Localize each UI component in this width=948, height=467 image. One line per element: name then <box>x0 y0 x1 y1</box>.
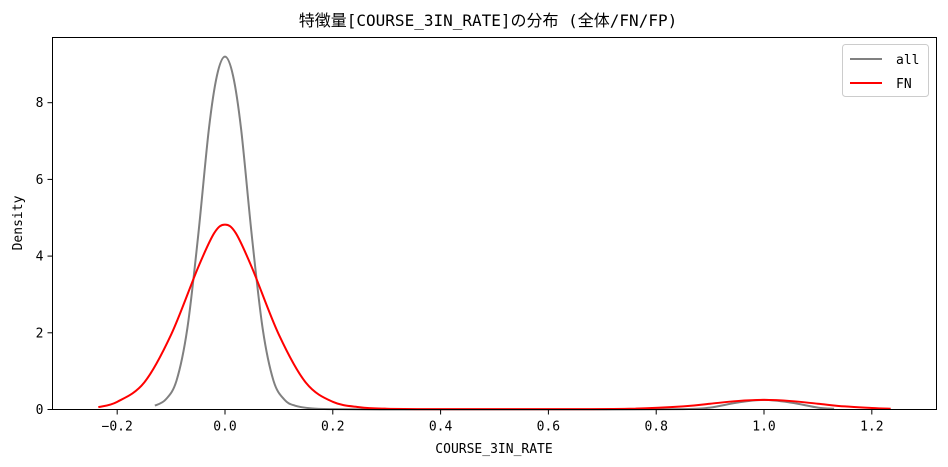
x-tick-label: 1.2 <box>860 420 883 435</box>
x-tick-label: 0.4 <box>429 420 453 435</box>
y-axis: 0 2 4 6 8 <box>36 96 53 418</box>
y-tick-label: 0 <box>36 403 44 418</box>
x-axis-label: COURSE_3IN_RATE <box>435 442 552 457</box>
legend-label-all: all <box>896 53 919 68</box>
x-tick-label: 0.2 <box>321 420 344 435</box>
y-tick-label: 6 <box>36 173 44 188</box>
series-line-all <box>154 55 835 411</box>
y-tick-label: 2 <box>36 326 44 341</box>
x-tick-label: 1.0 <box>752 420 775 435</box>
chart-title: 特徴量[COURSE_3IN_RATE]の分布 (全体/FN/FP) <box>299 11 677 30</box>
x-axis: −0.2 0.0 0.2 0.4 0.6 0.8 1.0 1.2 <box>102 409 884 435</box>
legend: all FN <box>842 44 929 97</box>
series-line-fn <box>98 223 891 411</box>
x-tick-label: 0.8 <box>644 420 667 435</box>
x-tick-label: 0.6 <box>537 420 560 435</box>
axes-frame <box>52 37 937 410</box>
x-tick-label: −0.2 <box>102 420 133 435</box>
y-tick-label: 4 <box>36 250 44 265</box>
y-tick-label: 8 <box>36 96 44 111</box>
plot-area <box>98 55 891 411</box>
x-tick-label: 0.0 <box>213 420 236 435</box>
legend-label-fn: FN <box>896 77 912 92</box>
y-axis-label: Density <box>11 195 26 250</box>
